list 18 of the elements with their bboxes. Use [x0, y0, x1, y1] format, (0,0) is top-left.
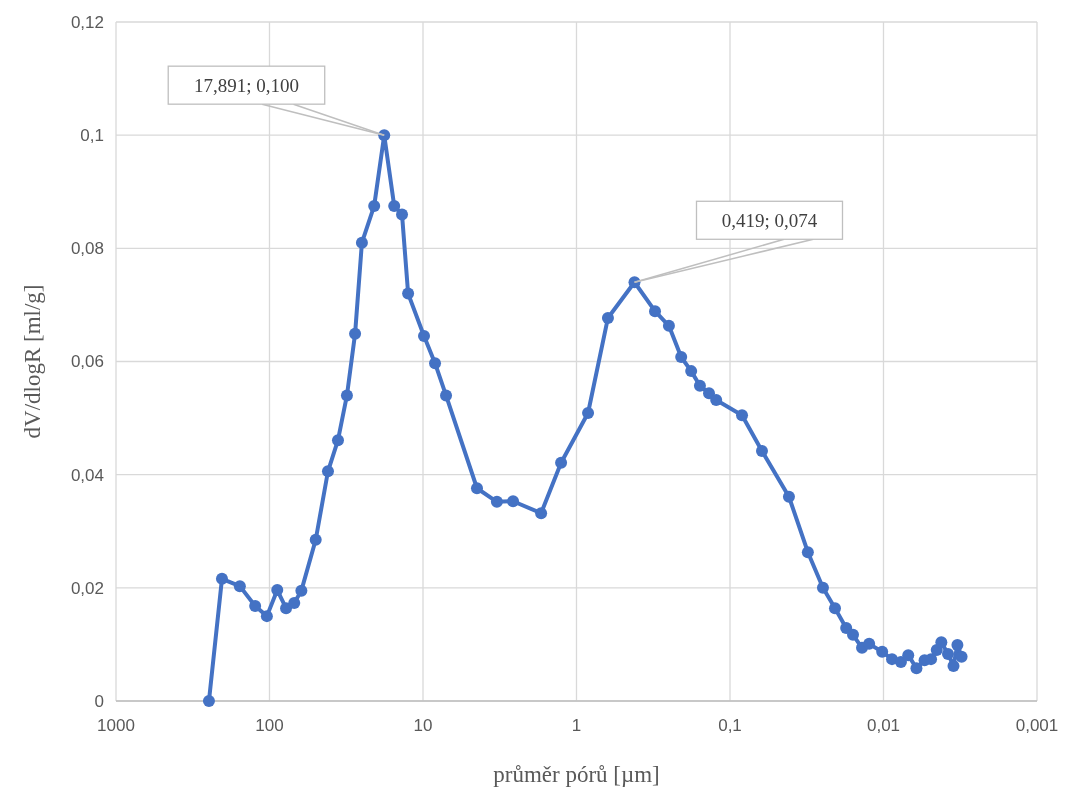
- y-tick-label: 0,02: [70, 578, 104, 598]
- annotation: 17,891; 0,100: [193, 74, 299, 96]
- annotation: 0,419; 0,074: [721, 209, 818, 231]
- x-axis-title: průměr pórů [µm]: [493, 762, 660, 787]
- x-tick-label: 10: [413, 716, 433, 735]
- x-tick-label: 1: [571, 716, 582, 735]
- y-tick-label: 0,04: [70, 465, 104, 485]
- y-axis-title: dV/dlogR [ml/g]: [20, 284, 45, 439]
- x-tick-label: 0,01: [866, 716, 901, 735]
- y-tick-label: 0,06: [70, 352, 104, 372]
- x-tick-label: 0,001: [1015, 716, 1059, 735]
- y-tick-label: 0,08: [70, 239, 104, 259]
- x-tick-label: 1000: [97, 716, 135, 735]
- x-tick-label: 0,1: [718, 716, 742, 735]
- x-tick-label: 100: [255, 716, 284, 735]
- y-tick-label: 0,1: [80, 126, 104, 146]
- y-tick-label: 0: [94, 691, 104, 711]
- y-tick-label: 0,12: [70, 12, 104, 32]
